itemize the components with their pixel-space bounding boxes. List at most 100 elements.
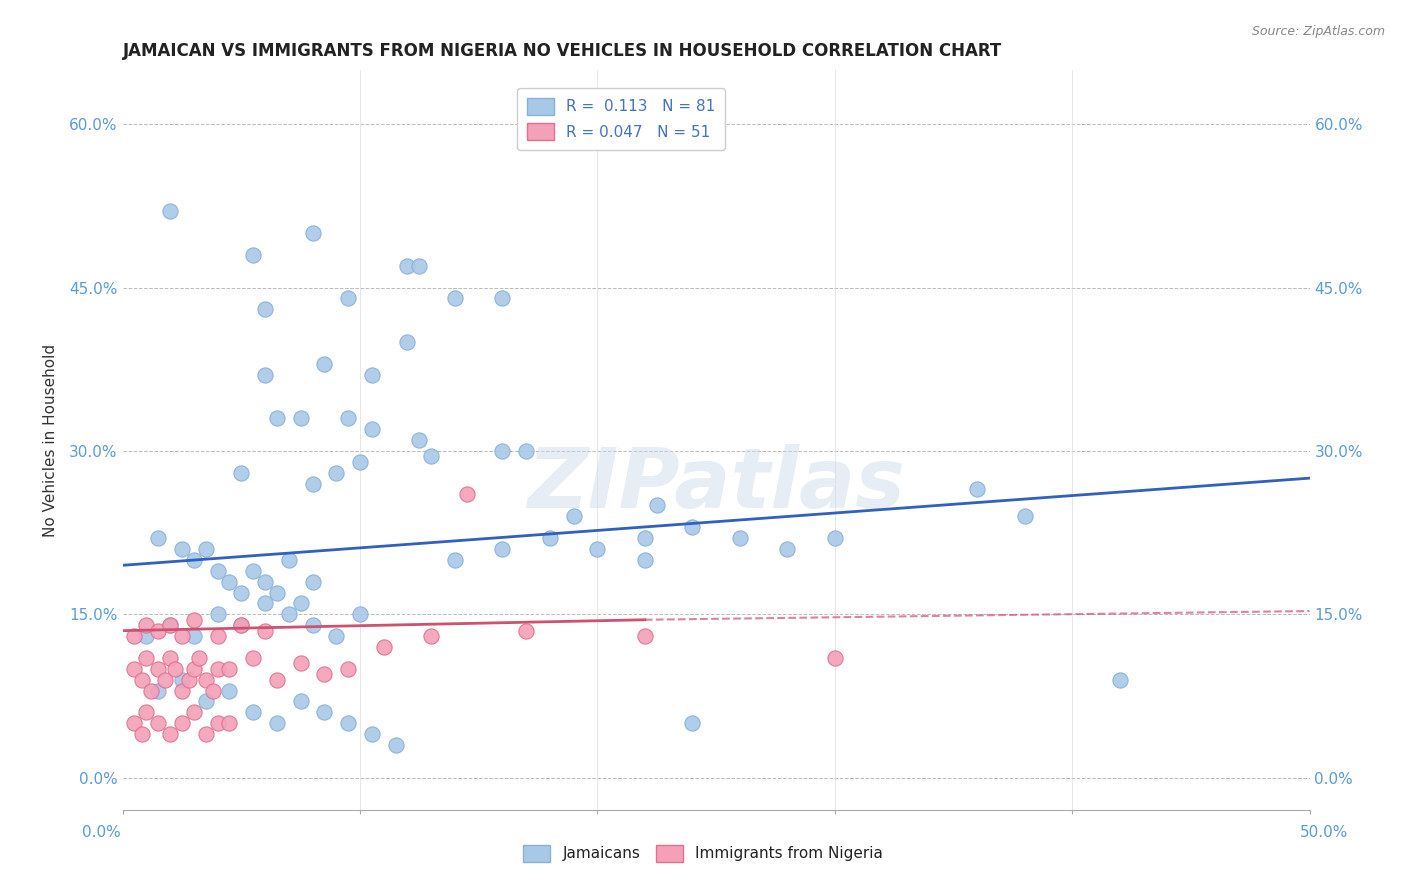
Point xyxy=(277,553,299,567)
Point xyxy=(183,629,205,643)
Point xyxy=(966,482,988,496)
Point xyxy=(408,433,430,447)
Point xyxy=(253,574,276,589)
Point xyxy=(207,662,229,676)
Point xyxy=(290,657,312,671)
Point xyxy=(135,651,157,665)
Point xyxy=(373,640,395,654)
Point xyxy=(337,411,360,425)
Point xyxy=(634,629,657,643)
Point xyxy=(266,585,288,599)
Point xyxy=(277,607,299,622)
Point xyxy=(139,683,162,698)
Point xyxy=(314,706,336,720)
Point xyxy=(360,727,382,741)
Point xyxy=(194,694,217,708)
Point xyxy=(325,629,347,643)
Point xyxy=(408,259,430,273)
Point xyxy=(131,673,153,687)
Point xyxy=(253,624,276,638)
Point xyxy=(163,662,186,676)
Point xyxy=(681,520,703,534)
Point xyxy=(201,683,224,698)
Point xyxy=(824,531,846,545)
Point xyxy=(135,618,157,632)
Point xyxy=(776,541,799,556)
Point xyxy=(194,727,217,741)
Point xyxy=(253,596,276,610)
Point xyxy=(301,476,323,491)
Point xyxy=(515,624,537,638)
Point xyxy=(444,292,467,306)
Point xyxy=(131,727,153,741)
Point xyxy=(301,618,323,632)
Point xyxy=(159,618,181,632)
Point xyxy=(183,613,205,627)
Point xyxy=(148,531,170,545)
Point xyxy=(444,553,467,567)
Point xyxy=(645,499,668,513)
Point xyxy=(148,624,170,638)
Point xyxy=(124,716,146,731)
Legend: Jamaicans, Immigrants from Nigeria: Jamaicans, Immigrants from Nigeria xyxy=(516,838,890,868)
Point xyxy=(349,455,371,469)
Point xyxy=(337,292,360,306)
Point xyxy=(634,531,657,545)
Point xyxy=(170,629,193,643)
Point xyxy=(218,683,240,698)
Point xyxy=(242,564,264,578)
Point xyxy=(231,466,253,480)
Point xyxy=(124,629,146,643)
Point xyxy=(231,618,253,632)
Point xyxy=(325,466,347,480)
Point xyxy=(159,651,181,665)
Point xyxy=(290,596,312,610)
Point xyxy=(231,585,253,599)
Y-axis label: No Vehicles in Household: No Vehicles in Household xyxy=(44,343,58,537)
Point xyxy=(207,716,229,731)
Text: 50.0%: 50.0% xyxy=(1301,825,1348,839)
Point xyxy=(170,716,193,731)
Point xyxy=(681,716,703,731)
Point xyxy=(218,574,240,589)
Point xyxy=(170,673,193,687)
Text: Source: ZipAtlas.com: Source: ZipAtlas.com xyxy=(1251,25,1385,38)
Point xyxy=(183,553,205,567)
Point xyxy=(183,662,205,676)
Point xyxy=(242,706,264,720)
Text: ZIPatlas: ZIPatlas xyxy=(527,444,905,525)
Point xyxy=(586,541,609,556)
Point xyxy=(384,738,406,752)
Point xyxy=(266,716,288,731)
Text: 0.0%: 0.0% xyxy=(82,825,121,839)
Point xyxy=(266,673,288,687)
Point xyxy=(314,357,336,371)
Point xyxy=(135,706,157,720)
Point xyxy=(1014,509,1036,524)
Point xyxy=(396,334,419,349)
Point xyxy=(218,716,240,731)
Point xyxy=(290,694,312,708)
Legend: R =  0.113   N = 81, R = 0.047   N = 51: R = 0.113 N = 81, R = 0.047 N = 51 xyxy=(517,88,724,150)
Point xyxy=(177,673,200,687)
Point xyxy=(420,629,443,643)
Point xyxy=(124,662,146,676)
Point xyxy=(218,662,240,676)
Point xyxy=(159,727,181,741)
Point xyxy=(491,541,513,556)
Point xyxy=(491,292,513,306)
Text: JAMAICAN VS IMMIGRANTS FROM NIGERIA NO VEHICLES IN HOUSEHOLD CORRELATION CHART: JAMAICAN VS IMMIGRANTS FROM NIGERIA NO V… xyxy=(122,42,1002,60)
Point xyxy=(148,716,170,731)
Point xyxy=(420,450,443,464)
Point xyxy=(360,368,382,382)
Point xyxy=(159,204,181,219)
Point xyxy=(266,411,288,425)
Point xyxy=(207,607,229,622)
Point xyxy=(207,564,229,578)
Point xyxy=(396,259,419,273)
Point xyxy=(337,662,360,676)
Point xyxy=(183,706,205,720)
Point xyxy=(187,651,209,665)
Point xyxy=(456,487,478,501)
Point xyxy=(135,629,157,643)
